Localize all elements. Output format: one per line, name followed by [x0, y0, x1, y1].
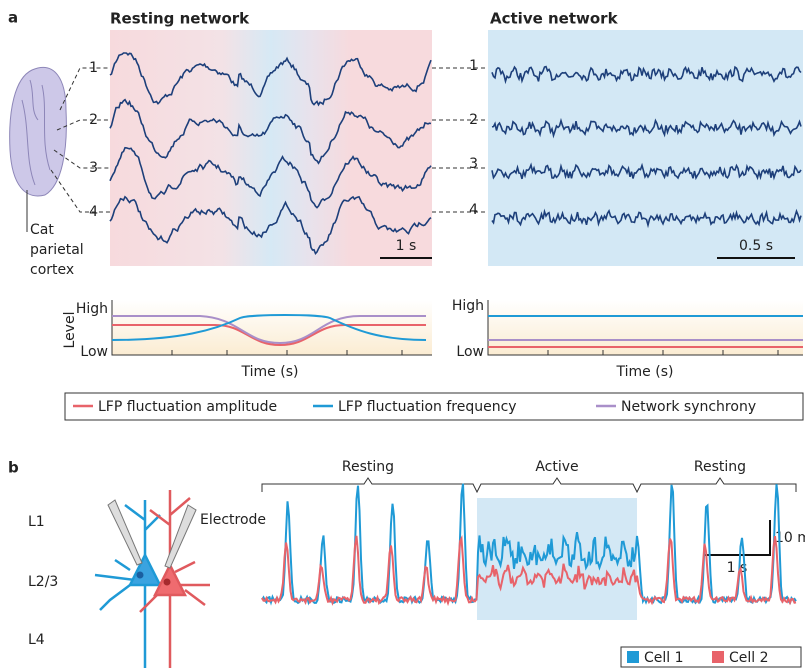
dashed-link: [60, 68, 110, 110]
x-label: Time (s): [616, 364, 674, 380]
state-braces: [262, 478, 796, 492]
state-label: Resting: [342, 459, 394, 475]
scale-bar: [705, 520, 770, 555]
high-label: High: [452, 298, 484, 314]
panel-title: Active network: [490, 10, 619, 28]
channel-label: 4: [469, 202, 478, 218]
figure: a Resting network Active network Cat par…: [0, 0, 805, 668]
brain: [10, 67, 67, 196]
panel-label: a: [8, 9, 18, 27]
layer-label: L1: [28, 514, 45, 530]
channel-label: 3: [469, 156, 478, 172]
scale-label: 1 s: [396, 238, 417, 254]
high-label: High: [76, 301, 108, 317]
level-bg: [112, 300, 432, 355]
resting-background: [110, 30, 432, 266]
y-label: Level: [62, 312, 78, 349]
region-label: parietal: [30, 242, 84, 258]
low-label: Low: [80, 344, 108, 360]
legend-entry: Cell 1: [644, 650, 684, 666]
low-label: Low: [456, 344, 484, 360]
panel-title: Resting network: [110, 10, 250, 28]
state-label: Resting: [694, 459, 746, 475]
legend-entry: LFP fluctuation amplitude: [98, 399, 277, 415]
legend-entry: Network synchrony: [621, 399, 756, 415]
legend-entry: Cell 2: [729, 650, 769, 666]
layer-label: L4: [28, 632, 45, 648]
region-label: Cat: [30, 222, 54, 238]
legend-entry: LFP fluctuation frequency: [338, 399, 517, 415]
layer-label: L2/3: [28, 574, 58, 590]
state-label: Active: [535, 459, 578, 475]
legend-swatch: [712, 651, 724, 663]
panel-label: b: [8, 459, 19, 477]
region-label: cortex: [30, 262, 74, 278]
electrode-label: Electrode: [200, 512, 266, 528]
channel-label: 1: [469, 58, 478, 74]
active-background: [488, 30, 803, 266]
x-label: Time (s): [241, 364, 299, 380]
legend-swatch: [627, 651, 639, 663]
scale-label: 0.5 s: [739, 238, 773, 254]
dashed-link: [51, 170, 110, 212]
